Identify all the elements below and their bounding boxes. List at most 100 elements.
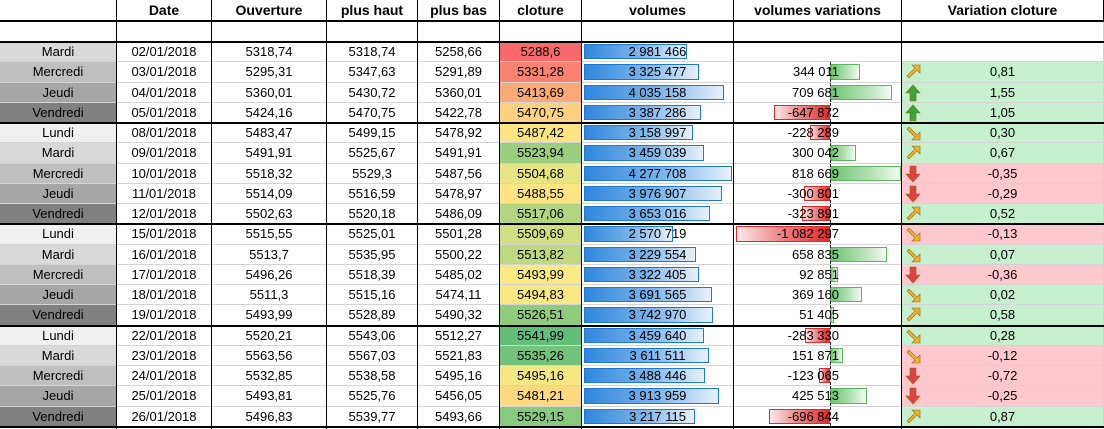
volume-cell[interactable]: 3 913 959 (582, 386, 734, 407)
column-header-date[interactable]: Date (117, 0, 212, 21)
volume-variation-cell[interactable]: 818 669 (734, 163, 902, 184)
column-header-volume[interactable]: volumes (582, 0, 734, 21)
date-cell[interactable]: 19/01/2018 (117, 305, 212, 326)
high-cell[interactable]: 5520,18 (327, 204, 418, 225)
date-cell[interactable]: 09/01/2018 (117, 143, 212, 164)
low-cell[interactable]: 5474,11 (418, 285, 500, 306)
open-cell[interactable]: 5520,21 (212, 325, 327, 346)
close-variation-cell[interactable]: -0,36 (902, 264, 1104, 285)
close-cell[interactable]: 5517,06 (500, 204, 582, 225)
day-cell[interactable]: Vendredi (0, 305, 117, 326)
date-cell[interactable]: 23/01/2018 (117, 345, 212, 366)
date-cell[interactable]: 15/01/2018 (117, 224, 212, 245)
date-cell[interactable]: 18/01/2018 (117, 285, 212, 306)
volume-cell[interactable]: 3 322 405 (582, 264, 734, 285)
volume-cell[interactable]: 3 459 039 (582, 143, 734, 164)
high-cell[interactable]: 5529,3 (327, 163, 418, 184)
high-cell[interactable]: 5543,06 (327, 325, 418, 346)
low-cell[interactable]: 5360,01 (418, 82, 500, 103)
day-cell[interactable]: Mercredi (0, 366, 117, 387)
high-cell[interactable]: 5516,59 (327, 183, 418, 204)
date-cell[interactable]: 04/01/2018 (117, 82, 212, 103)
volume-cell[interactable]: 3 611 511 (582, 345, 734, 366)
close-variation-cell[interactable]: 1,05 (902, 102, 1104, 123)
close-variation-cell[interactable]: 0,52 (902, 204, 1104, 225)
date-cell[interactable]: 25/01/2018 (117, 386, 212, 407)
low-cell[interactable]: 5485,02 (418, 264, 500, 285)
open-cell[interactable]: 5496,26 (212, 264, 327, 285)
volume-variation-cell[interactable]: 369 160 (734, 285, 902, 306)
high-cell[interactable]: 5525,67 (327, 143, 418, 164)
high-cell[interactable]: 5535,95 (327, 244, 418, 265)
volume-variation-cell[interactable]: 151 871 (734, 345, 902, 366)
date-cell[interactable]: 24/01/2018 (117, 366, 212, 387)
low-cell[interactable]: 5478,92 (418, 123, 500, 144)
date-cell[interactable]: 16/01/2018 (117, 244, 212, 265)
low-cell[interactable]: 5291,89 (418, 62, 500, 83)
low-cell[interactable]: 5422,78 (418, 102, 500, 123)
open-cell[interactable]: 5511,3 (212, 285, 327, 306)
volume-cell[interactable]: 2 981 466 (582, 42, 734, 63)
column-header-high[interactable]: plus haut (327, 0, 418, 21)
close-variation-cell[interactable]: 0,58 (902, 305, 1104, 326)
high-cell[interactable]: 5470,75 (327, 102, 418, 123)
low-cell[interactable]: 5490,32 (418, 305, 500, 326)
column-header-close[interactable]: cloture (500, 0, 582, 21)
high-cell[interactable]: 5499,15 (327, 123, 418, 144)
volume-variation-cell[interactable]: 425 513 (734, 386, 902, 407)
column-header-volvar[interactable]: volumes variations (734, 0, 902, 21)
close-cell[interactable]: 5413,69 (500, 82, 582, 103)
open-cell[interactable]: 5483,47 (212, 123, 327, 144)
date-cell[interactable]: 17/01/2018 (117, 264, 212, 285)
column-header-low[interactable]: plus bas (418, 0, 500, 21)
empty-cell[interactable] (327, 21, 418, 42)
volume-cell[interactable]: 3 976 907 (582, 183, 734, 204)
close-variation-cell[interactable]: -0,13 (902, 224, 1104, 245)
close-variation-cell[interactable]: 0,81 (902, 62, 1104, 83)
close-cell[interactable]: 5529,15 (500, 406, 582, 427)
low-cell[interactable]: 5258,66 (418, 42, 500, 63)
volume-cell[interactable]: 3 217 115 (582, 406, 734, 427)
day-cell[interactable]: Vendredi (0, 204, 117, 225)
volume-variation-cell[interactable]: 300 042 (734, 143, 902, 164)
volume-cell[interactable]: 3 742 970 (582, 305, 734, 326)
low-cell[interactable]: 5487,56 (418, 163, 500, 184)
close-variation-cell[interactable]: 0,30 (902, 123, 1104, 144)
close-variation-cell[interactable]: 1,55 (902, 82, 1104, 103)
volume-variation-cell[interactable]: 344 011 (734, 62, 902, 83)
volume-cell[interactable]: 3 459 640 (582, 325, 734, 346)
close-variation-cell[interactable]: 0,67 (902, 143, 1104, 164)
day-cell[interactable]: Lundi (0, 224, 117, 245)
close-variation-cell[interactable] (902, 42, 1104, 63)
low-cell[interactable]: 5501,28 (418, 224, 500, 245)
empty-cell[interactable] (734, 21, 902, 42)
high-cell[interactable]: 5525,76 (327, 386, 418, 407)
close-cell[interactable]: 5470,75 (500, 102, 582, 123)
close-cell[interactable]: 5541,99 (500, 325, 582, 346)
volume-variation-cell[interactable] (734, 42, 902, 63)
close-variation-cell[interactable]: -0,35 (902, 163, 1104, 184)
day-cell[interactable]: Lundi (0, 123, 117, 144)
high-cell[interactable]: 5515,16 (327, 285, 418, 306)
day-cell[interactable]: Mercredi (0, 62, 117, 83)
open-cell[interactable]: 5295,31 (212, 62, 327, 83)
day-cell[interactable]: Mardi (0, 345, 117, 366)
volume-cell[interactable]: 3 229 554 (582, 244, 734, 265)
open-cell[interactable]: 5563,56 (212, 345, 327, 366)
volume-variation-cell[interactable]: 51 405 (734, 305, 902, 326)
day-cell[interactable]: Mardi (0, 244, 117, 265)
low-cell[interactable]: 5478,97 (418, 183, 500, 204)
empty-cell[interactable] (902, 21, 1104, 42)
day-cell[interactable]: Lundi (0, 325, 117, 346)
close-cell[interactable]: 5495,16 (500, 366, 582, 387)
close-cell[interactable]: 5487,42 (500, 123, 582, 144)
empty-cell[interactable] (0, 21, 117, 42)
close-variation-cell[interactable]: -0,29 (902, 183, 1104, 204)
close-variation-cell[interactable]: 0,28 (902, 325, 1104, 346)
close-cell[interactable]: 5509,69 (500, 224, 582, 245)
column-header-open[interactable]: Ouverture (212, 0, 327, 21)
high-cell[interactable]: 5538,58 (327, 366, 418, 387)
volume-cell[interactable]: 4 035 158 (582, 82, 734, 103)
open-cell[interactable]: 5515,55 (212, 224, 327, 245)
date-cell[interactable]: 26/01/2018 (117, 406, 212, 427)
